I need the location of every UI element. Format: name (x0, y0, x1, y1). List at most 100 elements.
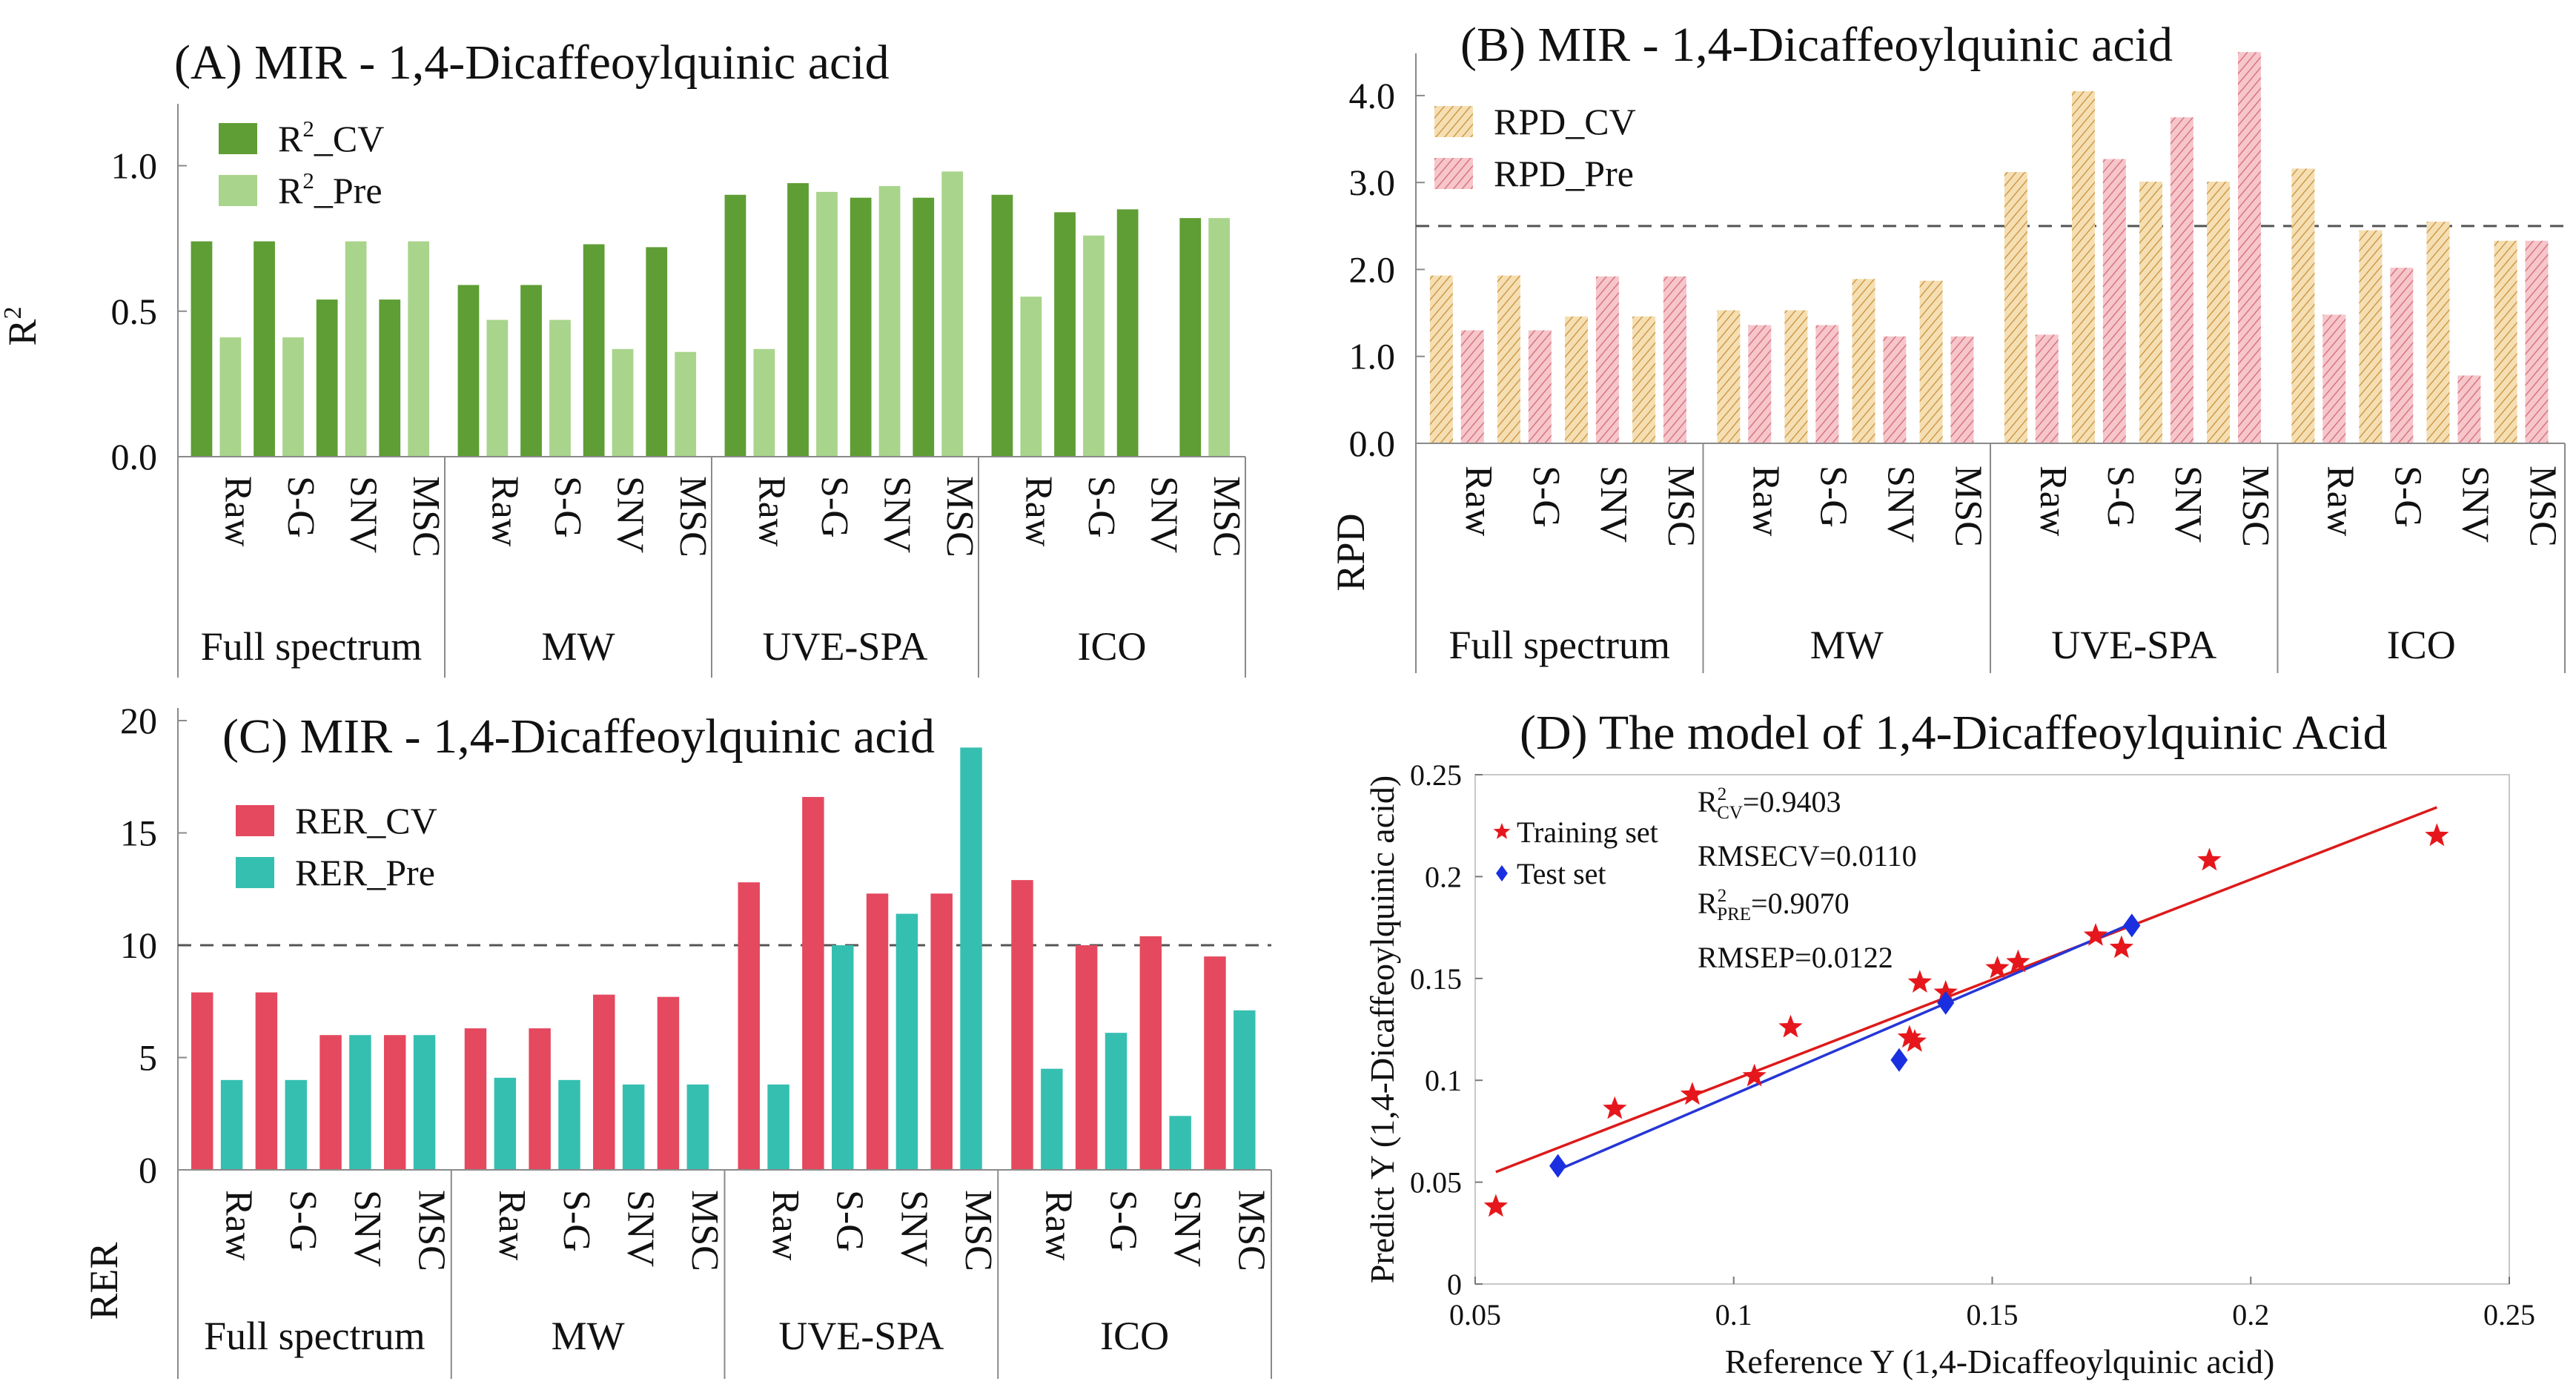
bar-rpd-pre (2237, 52, 2261, 444)
bar-rer-cv (866, 893, 889, 1170)
method-label: MSC (2234, 466, 2277, 547)
bar-rpd-pre (2322, 314, 2346, 443)
bar-r2-pre (408, 241, 430, 457)
x-tick-label: 0.25 (2483, 1298, 2535, 1331)
bar-rpd-pre (2170, 117, 2193, 443)
panel-title: (B) MIR - 1,4-Dicaffeoylquinic acid (1460, 18, 2173, 72)
bar-rpd-cv (2494, 240, 2517, 443)
method-label: MSC (2522, 466, 2564, 547)
bar-r2-cv (913, 197, 935, 457)
bar-rpd-pre (2525, 240, 2549, 443)
bar-r2-pre (1083, 235, 1105, 457)
y-tick-label: 0.0 (111, 436, 158, 477)
y-tick-label: 4.0 (1349, 75, 1396, 116)
method-label: MSC (1660, 466, 1702, 547)
bar-rer-cv (529, 1028, 551, 1170)
bar-rer-pre (413, 1035, 436, 1170)
training-point (1603, 1096, 1627, 1119)
y-tick-label: 1.0 (1349, 336, 1396, 377)
bar-r2-pre (486, 320, 509, 457)
bar-rpd-cv (1429, 275, 1453, 443)
y-axis-label: RPD (1328, 513, 1373, 591)
bar-r2-cv (191, 241, 213, 457)
legend-swatch (219, 123, 257, 154)
y-tick-label: 0.1 (1425, 1064, 1462, 1097)
y-tick-label: 1.0 (111, 145, 158, 187)
y-tick-label: 15 (120, 813, 157, 854)
method-label: MSC (1947, 466, 1990, 547)
method-label: Raw (1457, 466, 1500, 537)
panel-d: 0.05 0.1 0.15 0.2 0.2500.050.10.150.20.25Ref… (1363, 706, 2535, 1380)
bar-r2-cv (379, 300, 401, 457)
bar-rpd-pre (1883, 336, 1907, 443)
method-label: S-G (555, 1190, 597, 1252)
y-tick-label: 10 (120, 924, 157, 966)
bar-rer-cv (191, 992, 213, 1170)
bar-rer-pre (895, 913, 918, 1170)
training-point (1680, 1082, 1705, 1105)
method-label: MSC (683, 1190, 726, 1271)
bar-rer-cv (802, 797, 824, 1170)
method-label: S-G (2099, 466, 2142, 528)
method-label: Raw (2032, 466, 2074, 537)
method-label: S-G (282, 1190, 324, 1252)
training-point (1778, 1014, 1803, 1038)
method-label: S-G (1525, 466, 1567, 528)
bar-rer-cv (738, 882, 760, 1170)
bar-rpd-cv (1852, 279, 1875, 443)
group-label: MW (542, 624, 615, 669)
x-tick-label: 0.2 (2232, 1298, 2269, 1331)
method-label: Raw (2319, 466, 2361, 537)
y-tick-label: 20 (120, 700, 157, 741)
x-tick-label: 0.05 (1449, 1298, 1501, 1331)
bar-rpd-cv (2071, 91, 2095, 443)
bar-rer-pre (285, 1079, 307, 1170)
y-tick-label: 0.0 (1349, 423, 1396, 464)
method-label: S-G (1812, 466, 1854, 528)
bar-rpd-cv (2004, 172, 2027, 444)
panel-title: (C) MIR - 1,4-Dicaffeoylquinic acid (222, 709, 935, 764)
bar-rpd-cv (2139, 182, 2162, 443)
bar-rpd-pre (1815, 325, 1839, 443)
legend-swatch (219, 175, 257, 206)
method-label: Raw (1744, 466, 1787, 537)
bar-r2-cv (457, 285, 480, 457)
group-label: MW (1810, 623, 1884, 667)
method-label: SNV (2454, 466, 2496, 543)
bar-rpd-pre (1950, 336, 1974, 443)
method-label: S-G (546, 476, 589, 538)
plot-frame (1474, 774, 2510, 1285)
bar-rer-cv (930, 893, 953, 1170)
bar-r2-pre (878, 185, 901, 457)
bar-r2-cv (520, 285, 542, 457)
group-label: UVE-SPA (762, 624, 927, 669)
bar-r2-pre (941, 171, 964, 457)
bar-rpd-pre (1460, 330, 1484, 443)
method-label: MSC (938, 476, 981, 557)
legend-training-marker (1493, 823, 1511, 839)
method-label: MSC (410, 1190, 452, 1271)
bar-rpd-cv (1632, 316, 1656, 443)
bar-rer-cv (464, 1028, 487, 1170)
training-point (2109, 935, 2133, 959)
legend-swatch (236, 857, 274, 888)
bar-rpd-pre (1528, 330, 1552, 443)
legend-swatch (1434, 106, 1473, 137)
training-point (2197, 847, 2222, 871)
bar-r2-cv (724, 194, 746, 457)
panel-title: (D) The model of 1,4-Dicaffeoylquinic Ac… (1520, 706, 2388, 760)
method-label: SNV (1143, 476, 1185, 553)
legend-label: R2_Pre (278, 168, 383, 211)
bar-rer-cv (1075, 945, 1098, 1170)
bar-rer-pre (1169, 1116, 1191, 1170)
group-label: MW (552, 1314, 625, 1358)
bar-rer-pre (1105, 1033, 1128, 1170)
bar-rpd-cv (2291, 168, 2315, 443)
bar-r2-pre (816, 191, 838, 457)
bar-r2-pre (675, 351, 697, 457)
method-label: Raw (1038, 1190, 1080, 1261)
bar-r2-pre (753, 348, 775, 457)
y-axis-label: Predict Y (1,4-Dicaffeoylquinic acid) (1363, 775, 1401, 1284)
x-axis-label: Reference Y (1,4-Dicaffeoylquinic acid) (1725, 1343, 2275, 1380)
method-label: S-G (813, 476, 855, 538)
